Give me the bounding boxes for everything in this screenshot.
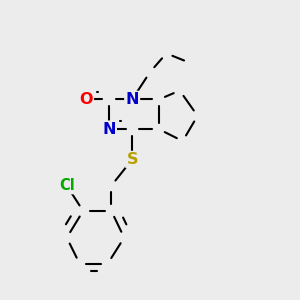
Text: N: N — [125, 92, 139, 107]
Text: N: N — [102, 122, 116, 137]
Text: S: S — [126, 152, 138, 167]
Text: Cl: Cl — [59, 178, 75, 193]
Text: O: O — [79, 92, 93, 107]
